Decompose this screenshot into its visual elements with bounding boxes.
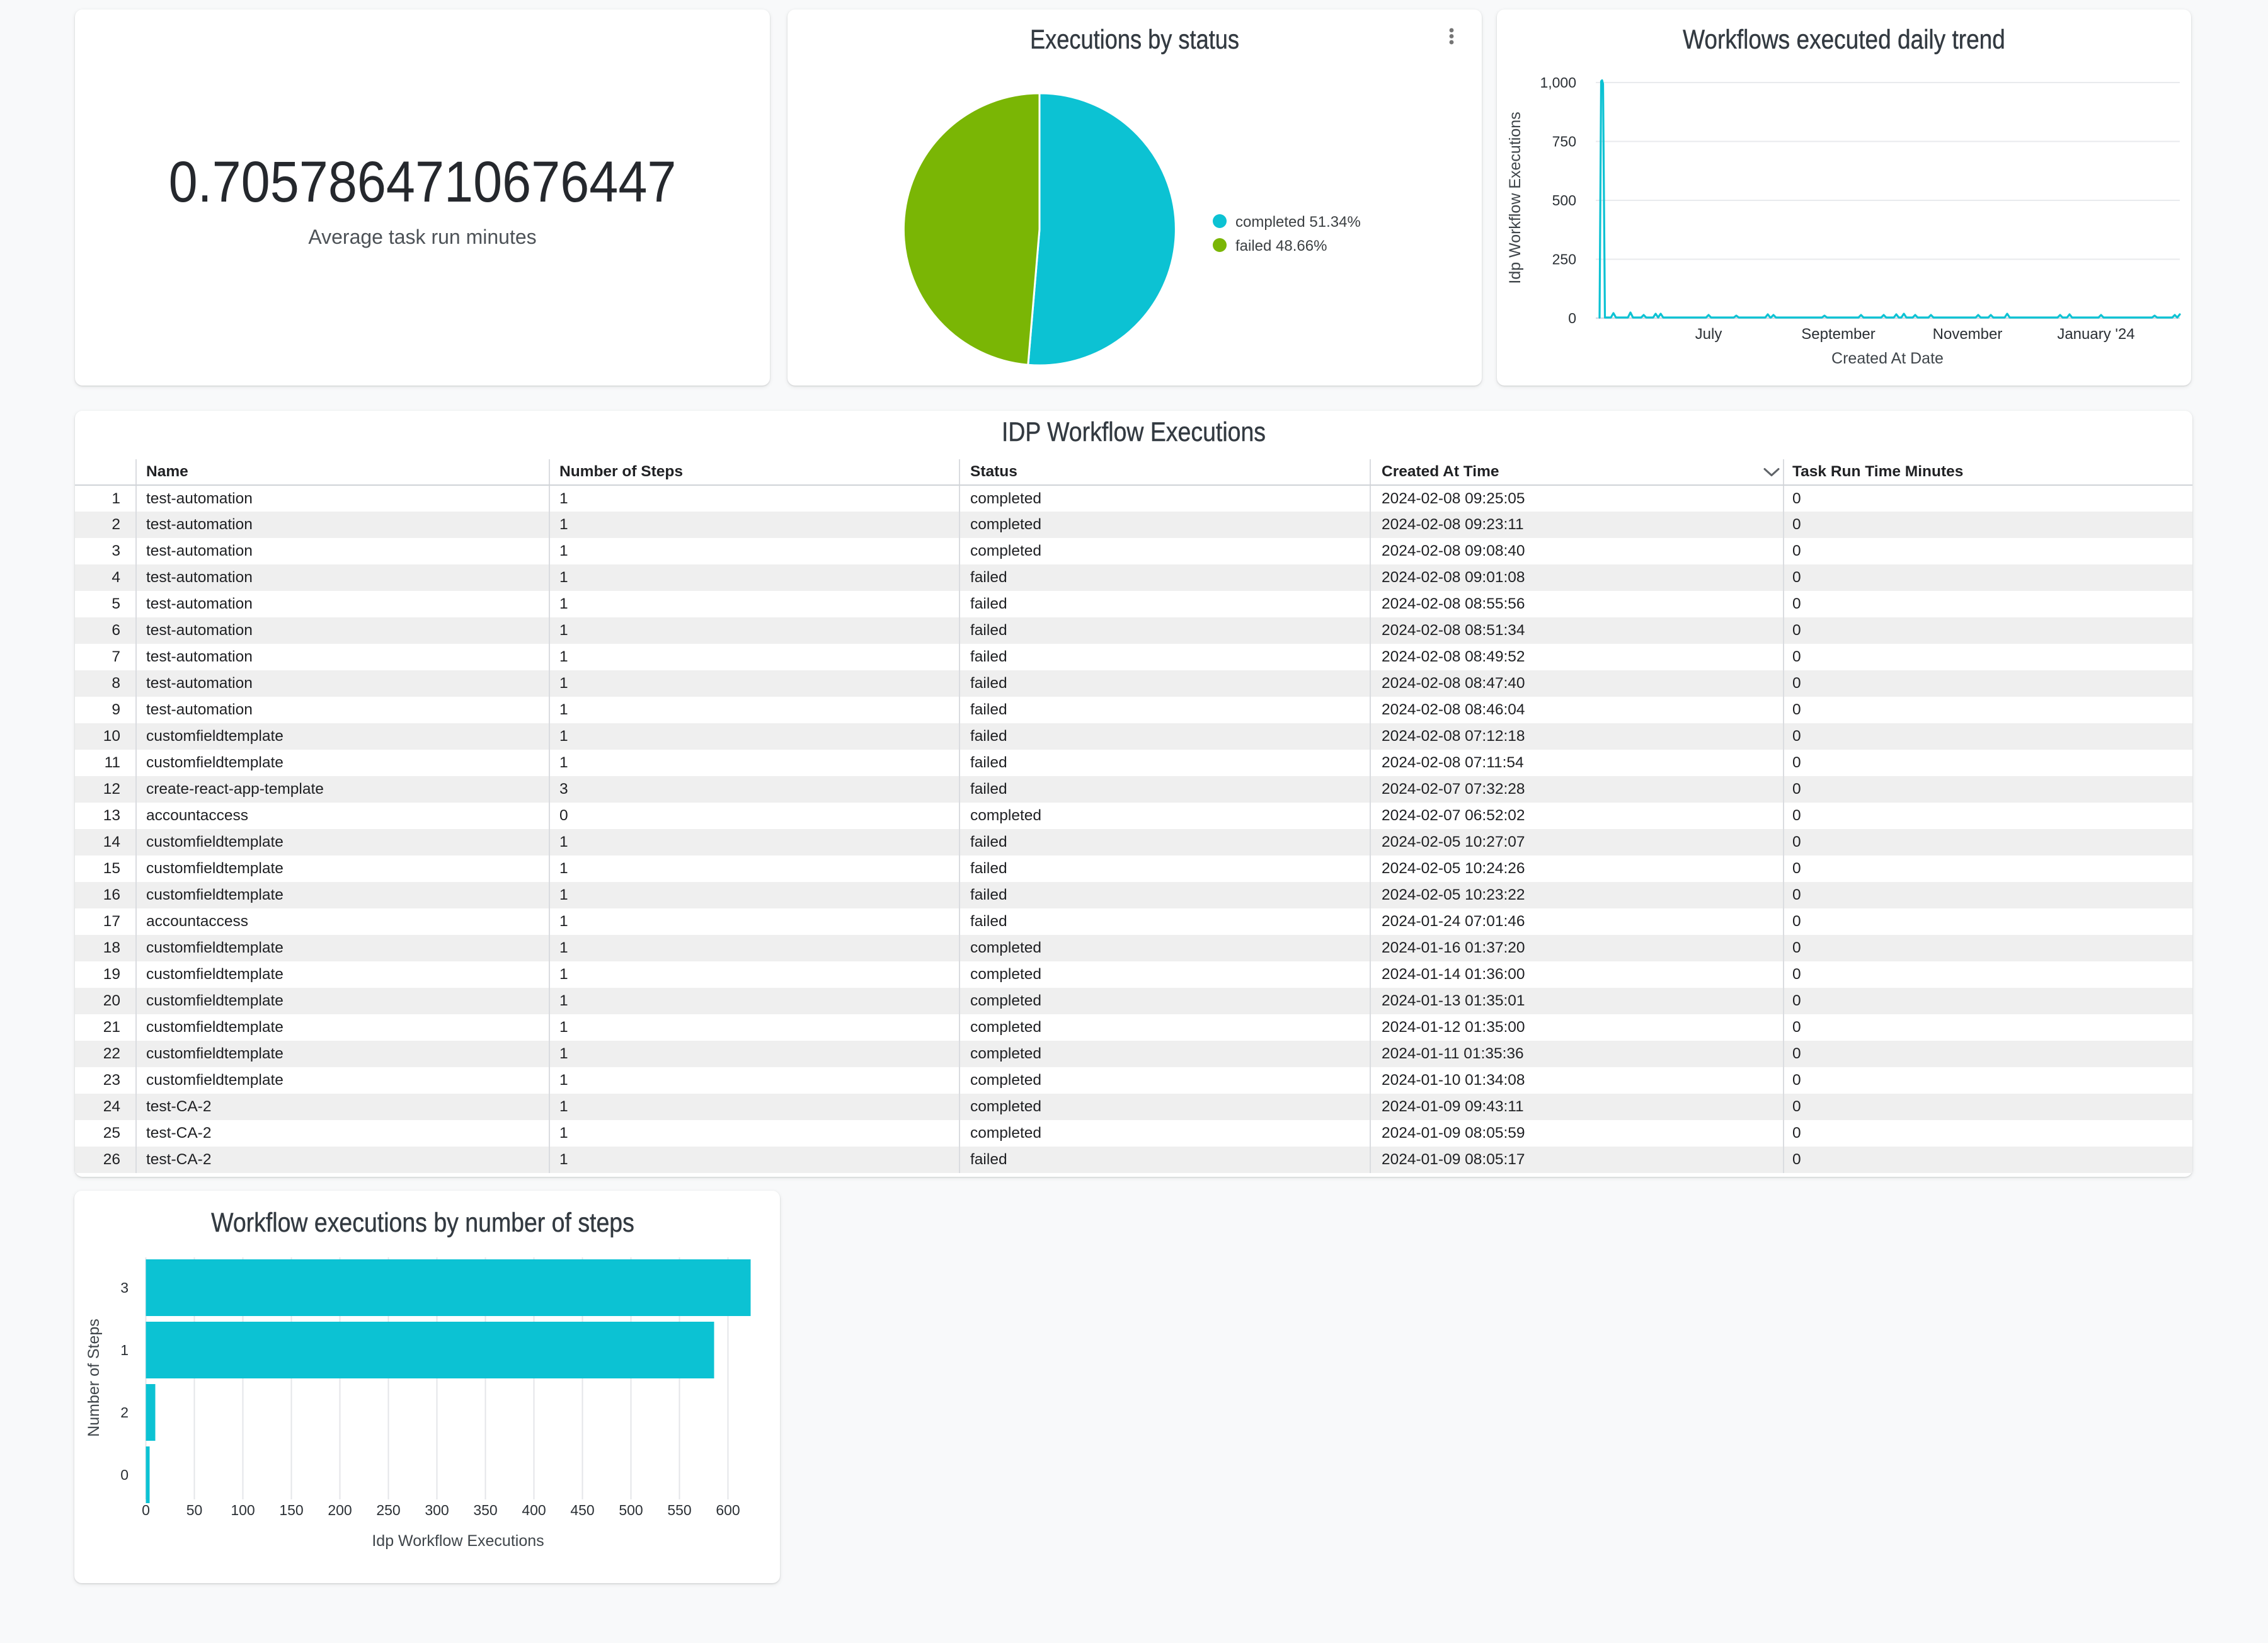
svg-text:Number of Steps: Number of Steps <box>85 1319 103 1437</box>
svg-text:100: 100 <box>231 1502 255 1518</box>
svg-text:0: 0 <box>1568 310 1576 326</box>
svg-text:January '24: January '24 <box>2057 326 2134 343</box>
svg-text:750: 750 <box>1552 134 1576 150</box>
svg-text:500: 500 <box>619 1502 643 1518</box>
svg-text:completed 51.34%: completed 51.34% <box>1235 214 1361 231</box>
svg-text:November: November <box>1933 326 2003 343</box>
svg-text:September: September <box>1801 326 1875 343</box>
svg-text:July: July <box>1695 326 1722 343</box>
svg-text:1,000: 1,000 <box>1540 74 1576 91</box>
svg-text:350: 350 <box>473 1502 497 1518</box>
svg-text:550: 550 <box>667 1502 691 1518</box>
svg-text:200: 200 <box>328 1502 352 1518</box>
svg-text:2: 2 <box>120 1404 129 1421</box>
svg-text:Idp Workflow Executions: Idp Workflow Executions <box>372 1532 544 1550</box>
svg-text:Created At Date: Created At Date <box>1831 350 1944 367</box>
svg-text:600: 600 <box>716 1502 740 1518</box>
svg-text:500: 500 <box>1552 192 1576 209</box>
svg-text:300: 300 <box>425 1502 449 1518</box>
svg-text:Idp Workflow Executions: Idp Workflow Executions <box>1506 112 1524 283</box>
svg-text:3: 3 <box>120 1279 129 1296</box>
svg-text:400: 400 <box>522 1502 546 1518</box>
svg-text:450: 450 <box>570 1502 594 1518</box>
svg-text:0: 0 <box>142 1502 150 1518</box>
svg-text:1: 1 <box>120 1342 129 1358</box>
svg-text:250: 250 <box>1552 251 1576 268</box>
svg-text:50: 50 <box>186 1502 203 1518</box>
svg-text:150: 150 <box>279 1502 303 1518</box>
svg-text:failed 48.66%: failed 48.66% <box>1235 238 1327 255</box>
svg-text:250: 250 <box>376 1502 400 1518</box>
svg-text:0: 0 <box>120 1467 129 1483</box>
